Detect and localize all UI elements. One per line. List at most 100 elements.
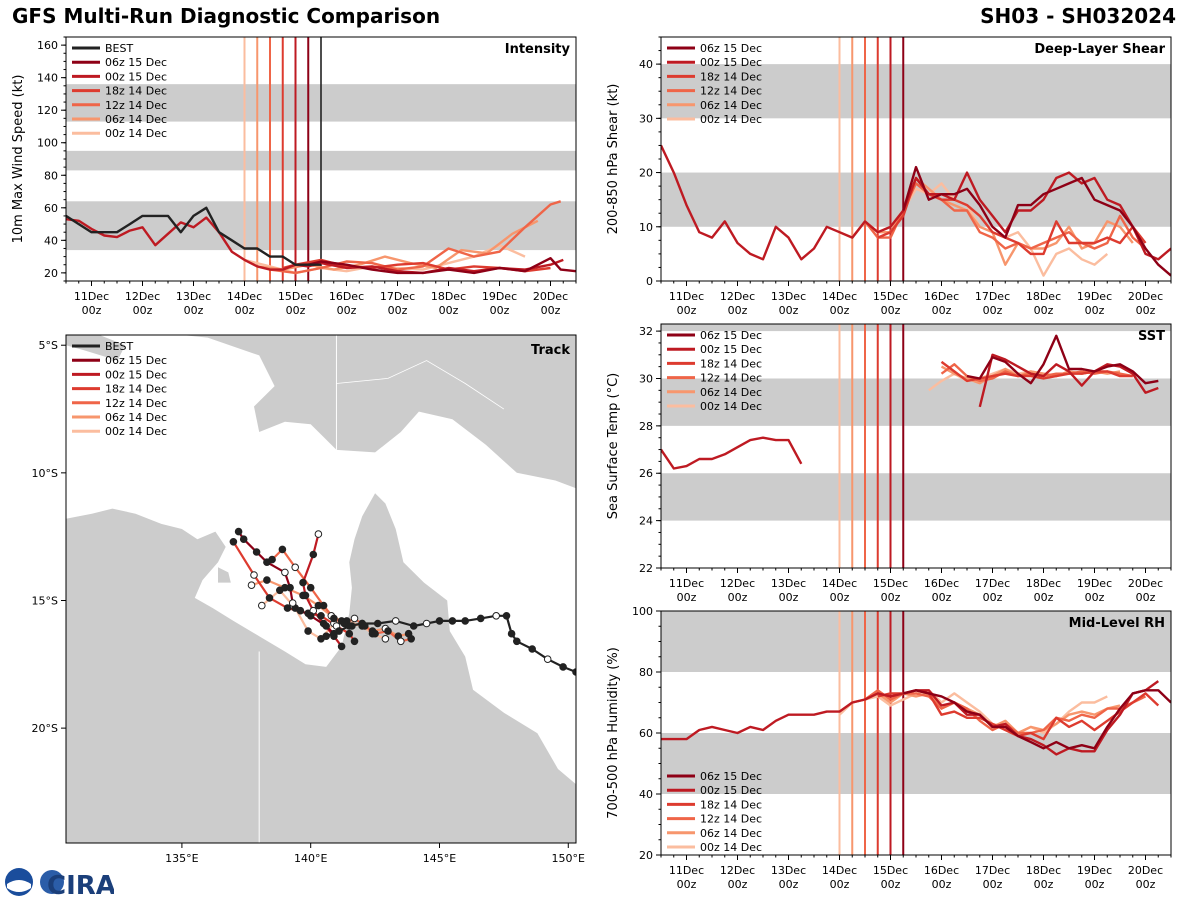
x-tick-label: 13Dec (771, 290, 806, 303)
x-tick-label: 15Dec (873, 864, 908, 877)
legend-label: 06z 14 Dec (700, 386, 762, 399)
x-tick-label: 20Dec (1128, 290, 1163, 303)
x-tick-label: 00z (932, 304, 952, 317)
province-border-line (336, 360, 505, 410)
x-tick-label: 00z (881, 878, 901, 891)
series-06z-15-dec (903, 689, 1171, 750)
legend-label: 00z 15 Dec (105, 70, 167, 83)
legend-label: 12z 14 Dec (105, 99, 167, 112)
x-tick-label: 00z (728, 878, 748, 891)
y-tick-label: 100 (37, 137, 58, 150)
australia-landmass (66, 493, 576, 843)
legend-label: 00z 15 Dec (105, 368, 167, 381)
x-tick-label: 00z (932, 878, 952, 891)
legend-label: 18z 14 Dec (105, 383, 167, 396)
track-point (258, 601, 266, 610)
x-tick-label: 18Dec (431, 290, 466, 303)
y-tick-label: 60 (639, 727, 653, 740)
track-point (317, 612, 325, 620)
x-tick-label: 11Dec (669, 577, 704, 590)
x-tick-label: 16Dec (924, 290, 959, 303)
legend-label: 00z 14 Dec (105, 425, 167, 438)
x-tick-label: 00z (1034, 304, 1054, 317)
panel-title: Mid-Level RH (1069, 616, 1165, 631)
track-point (322, 622, 331, 630)
series-00z-15-dec (66, 216, 564, 275)
track-point (288, 599, 297, 607)
y-tick-label: 26 (639, 467, 653, 480)
track-point (397, 637, 405, 646)
x-tick-label: 12Dec (720, 864, 755, 877)
y-tick-label: 60 (44, 202, 58, 215)
track-point (309, 550, 318, 559)
x-tick-label: 13Dec (176, 290, 211, 303)
x-tick-label: 00z (983, 878, 1003, 891)
x-tick-label: 13Dec (771, 577, 806, 590)
map-area (66, 335, 576, 843)
y-tick-label: 28 (639, 420, 653, 433)
map-frame (65, 334, 577, 844)
y-tick-label: 80 (639, 666, 653, 679)
x-tick-label: 14Dec (822, 864, 857, 877)
x-tick-label: 14Dec (822, 290, 857, 303)
legend-label: 18z 14 Dec (700, 798, 762, 811)
x-tick-label: 00z (235, 304, 255, 317)
legend-label: 00z 15 Dec (700, 56, 762, 69)
track-point (306, 583, 315, 592)
x-tick-label: 00z (728, 591, 748, 604)
x-tick-label: 14Dec (822, 577, 857, 590)
figure-title: GFS Multi-Run Diagnostic Comparison (12, 4, 441, 28)
x-tick-label: 12Dec (720, 290, 755, 303)
x-tick-label: 00z (337, 304, 357, 317)
legend-label: 06z 14 Dec (105, 113, 167, 126)
x-tick-label: 19Dec (482, 290, 517, 303)
x-tick-label: 150°E (552, 852, 585, 865)
track-point (239, 535, 248, 544)
track-point (513, 637, 521, 646)
legend-label: 00z 15 Dec (700, 784, 762, 797)
plot-area (66, 37, 576, 281)
legend-label: 06z 14 Dec (700, 827, 762, 840)
x-tick-label: 00z (830, 304, 850, 317)
track-point (528, 645, 537, 653)
legend-label: 12z 14 Dec (700, 813, 762, 826)
y-axis-label: 10m Max Wind Speed (kt) (11, 75, 26, 244)
track-point (559, 663, 567, 671)
track-point (319, 601, 328, 610)
y-tick-label: 20°S (32, 722, 58, 735)
series-best (66, 206, 321, 266)
gray-band (661, 473, 1171, 521)
track-point (409, 622, 418, 630)
x-tick-label: 00z (881, 304, 901, 317)
plot-area (661, 611, 1171, 855)
x-tick-label: 00z (286, 304, 306, 317)
track-point (350, 614, 359, 623)
track-point (296, 606, 305, 615)
x-tick-label: 15Dec (278, 290, 313, 303)
track-point (299, 578, 307, 587)
x-tick-label: 00z (830, 878, 850, 891)
track-point (435, 617, 444, 625)
legend-label: 00z 14 Dec (700, 400, 762, 413)
y-tick-label: 20 (639, 167, 653, 180)
x-tick-label: 17Dec (975, 290, 1010, 303)
y-tick-label: 24 (639, 515, 653, 528)
gray-band (661, 64, 1171, 119)
x-tick-label: 00z (1034, 878, 1054, 891)
x-tick-label: 00z (779, 304, 799, 317)
x-tick-label: 00z (133, 304, 153, 317)
track-point (391, 617, 400, 625)
track-point (335, 627, 343, 635)
x-tick-label: 20Dec (1128, 864, 1163, 877)
track-point (345, 629, 354, 638)
legend-label: 00z 15 Dec (700, 343, 762, 356)
x-tick-label: 00z (830, 591, 850, 604)
panel-title: Intensity (505, 42, 571, 57)
x-tick-label: 13Dec (771, 864, 806, 877)
globe-icon (40, 870, 64, 894)
island-landmass (218, 567, 231, 583)
x-tick-label: 20Dec (533, 290, 568, 303)
x-tick-label: 00z (1136, 878, 1156, 891)
panel-title: Track (531, 343, 570, 358)
x-tick-label: 00z (983, 304, 1003, 317)
